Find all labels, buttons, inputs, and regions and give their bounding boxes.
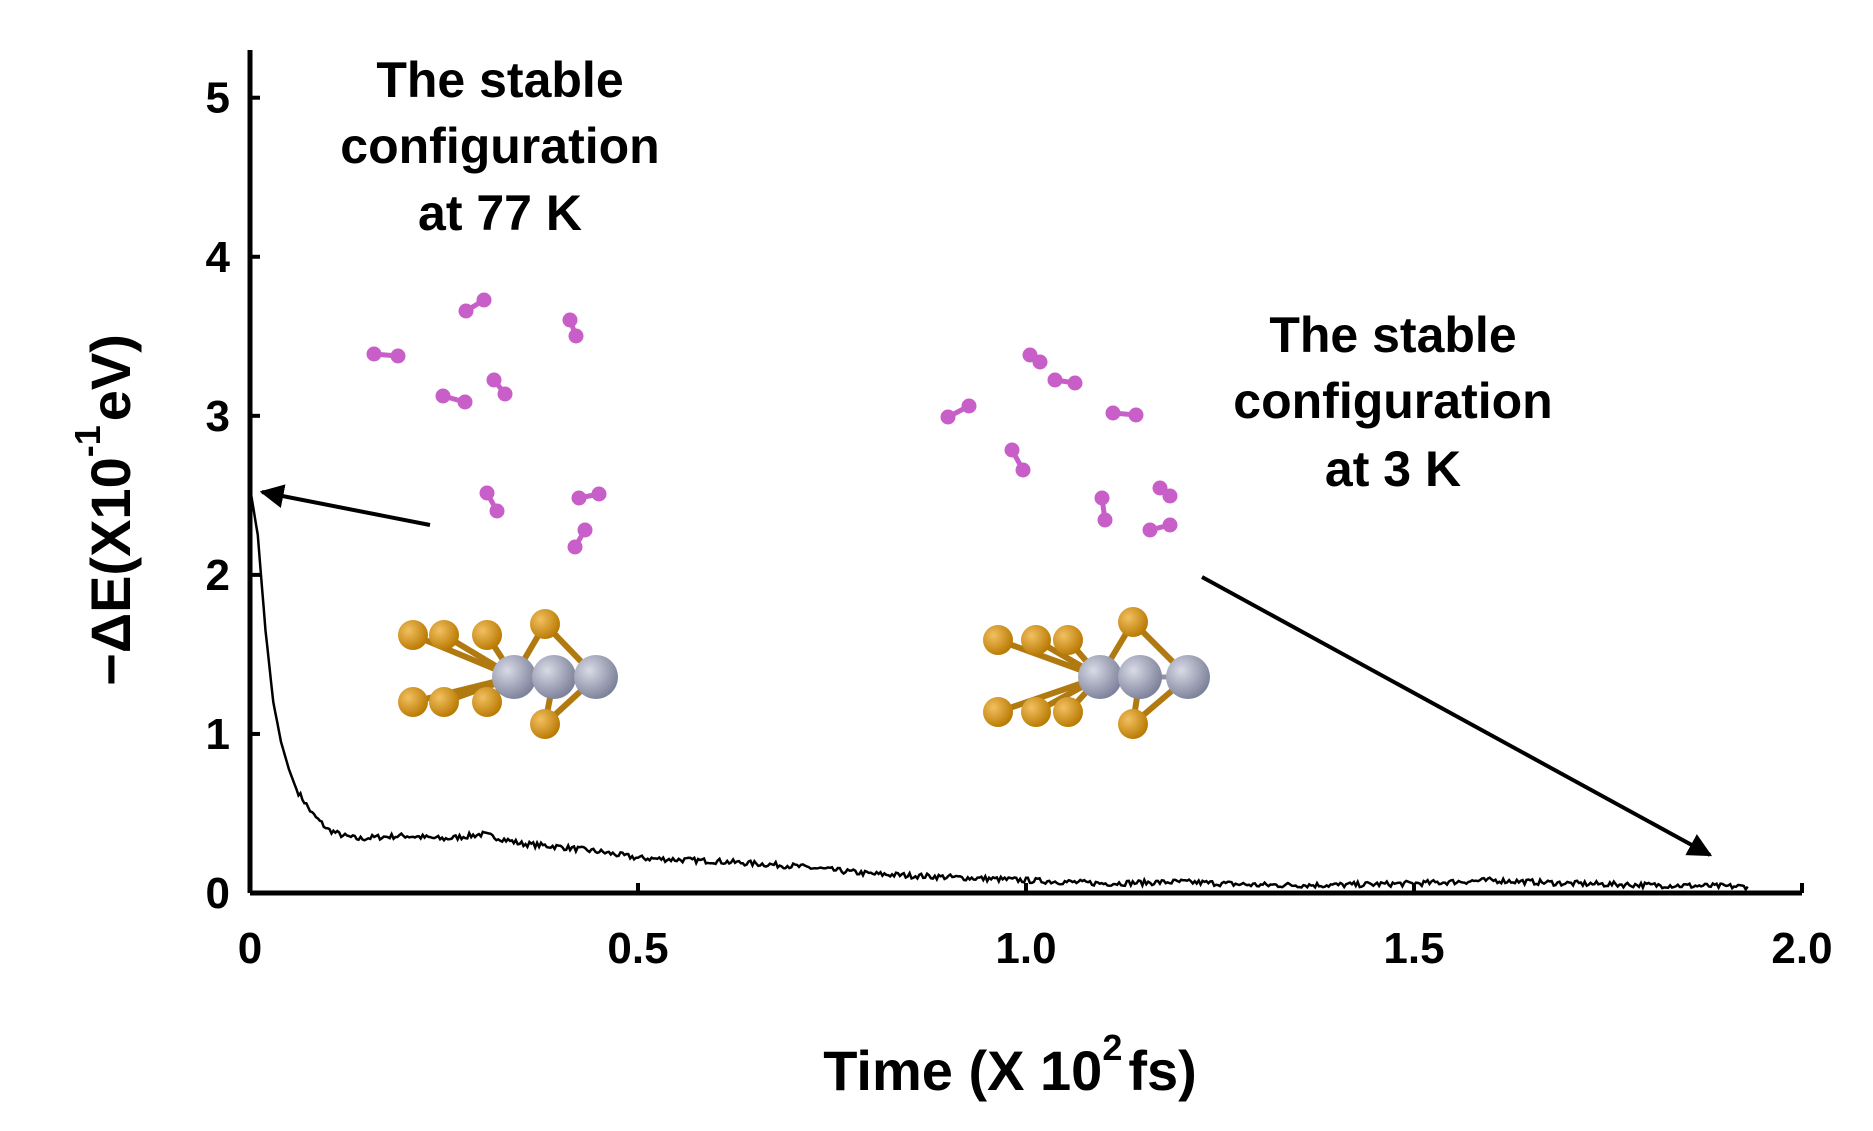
x-tick-label: 1.5: [1383, 924, 1444, 973]
gold-atom: [983, 625, 1013, 655]
arrow-77k: [259, 484, 431, 527]
annotation-3k: The stable configuration at 3 K: [1201, 307, 1713, 857]
h2-molecules-3k: [940, 347, 1178, 538]
metal-atom: [1078, 655, 1122, 699]
annotation-3k-line-1: The stable: [1269, 307, 1516, 363]
gold-atom: [429, 620, 459, 650]
h2-molecule: [1022, 347, 1048, 370]
h2-molecule: [1152, 480, 1178, 504]
x-ticks: 0 0.5 1.0 1.5 2.0: [238, 883, 1833, 973]
h2-molecule: [940, 398, 977, 425]
y-tick-label: 1: [206, 710, 230, 759]
h2-molecule: [486, 372, 513, 402]
h2-molecule: [435, 388, 473, 410]
h2-molecule: [1105, 405, 1144, 423]
gold-atom: [472, 620, 502, 650]
annotation-3k-line-3: at 3 K: [1325, 441, 1461, 497]
metal-atom: [1118, 655, 1162, 699]
h2-molecule: [366, 346, 406, 364]
annotation-77k-line-1: The stable: [376, 52, 623, 108]
h2-molecule: [458, 292, 492, 319]
gold-atoms-3k: [983, 607, 1148, 739]
molecule-structure-3k: [940, 347, 1210, 739]
annotation-77k: The stable configuration at 77 K: [259, 52, 660, 527]
molecule-structure-77k: [366, 292, 618, 739]
h2-molecule: [567, 522, 593, 555]
annotation-3k-line-2: configuration: [1233, 373, 1552, 429]
metal-atom: [492, 655, 536, 699]
gold-atom: [1053, 697, 1083, 727]
gold-atom: [472, 687, 502, 717]
arrow-3k: [1201, 575, 1713, 857]
annotation-77k-line-2: configuration: [340, 118, 659, 174]
h2-molecule: [1142, 517, 1178, 538]
y-axis-title: −ΔE(X10-1eV): [67, 334, 142, 686]
h2-molecule: [571, 486, 607, 506]
gold-atom: [1021, 697, 1051, 727]
gold-atom: [1053, 625, 1083, 655]
y-tick-label: 0: [206, 869, 230, 918]
y-ticks: 0 1 2 3 4 5: [206, 74, 260, 918]
y-tick-label: 5: [206, 74, 230, 123]
y-tick-label: 4: [206, 233, 231, 282]
h2-molecule: [479, 485, 505, 519]
h2-molecule: [1094, 490, 1113, 528]
x-tick-label: 1.0: [995, 924, 1056, 973]
gold-atom: [1118, 709, 1148, 739]
metal-atom: [532, 655, 576, 699]
annotation-77k-line-3: at 77 K: [418, 185, 582, 241]
series-line: [248, 487, 1749, 892]
metal-atom: [574, 655, 618, 699]
h2-molecules-77k: [366, 292, 607, 555]
gold-atom: [530, 709, 560, 739]
x-tick-label: 0: [238, 924, 262, 973]
metal-atoms-77k: [492, 655, 618, 699]
x-tick-label: 0.5: [607, 924, 668, 973]
gold-atom: [530, 609, 560, 639]
gold-atoms-77k: [398, 609, 560, 739]
x-tick-label: 2.0: [1771, 924, 1832, 973]
h2-molecule: [1004, 442, 1031, 478]
axes: 0 0.5 1.0 1.5 2.0 0 1 2 3 4 5: [206, 50, 1833, 973]
h2-molecule: [562, 312, 584, 344]
gold-atom: [398, 687, 428, 717]
y-tick-label: 2: [206, 551, 230, 600]
gold-atom: [398, 620, 428, 650]
h2-molecule: [1047, 372, 1083, 391]
metal-atom: [1166, 655, 1210, 699]
gold-atom: [983, 697, 1013, 727]
gold-atom: [429, 687, 459, 717]
metal-atoms-3k: [1078, 655, 1210, 699]
gold-atom: [1021, 625, 1051, 655]
gold-atom: [1118, 607, 1148, 637]
x-axis-title: Time (X 102 fs): [823, 1027, 1197, 1102]
y-tick-label: 3: [206, 392, 230, 441]
